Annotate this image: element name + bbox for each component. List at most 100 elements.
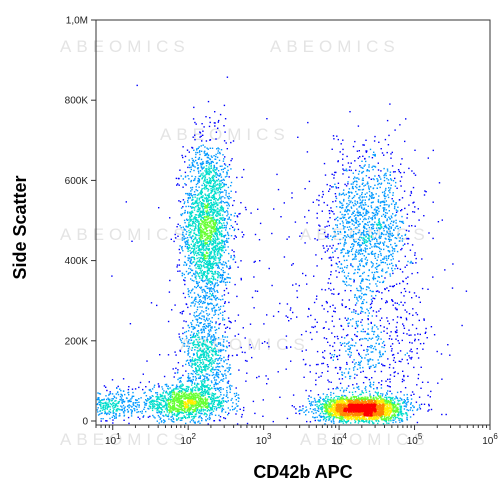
event-dot — [182, 332, 184, 335]
event-dot — [194, 383, 196, 385]
event-dot — [362, 302, 364, 305]
event-dot — [206, 376, 208, 378]
event-dot — [207, 368, 209, 370]
event-dot — [362, 212, 364, 214]
event-dot — [127, 388, 130, 391]
event-dot — [392, 221, 395, 224]
event-dot — [163, 421, 165, 424]
event-dot — [218, 175, 220, 177]
event-dot — [394, 204, 396, 206]
event-dot — [374, 135, 376, 138]
event-dot — [203, 166, 205, 168]
event-dot — [330, 207, 332, 209]
event-dot — [203, 413, 205, 416]
event-dot — [227, 292, 230, 294]
event-dot — [360, 298, 362, 300]
event-dot — [328, 381, 330, 383]
event-dot — [201, 191, 203, 193]
event-dot — [319, 420, 321, 422]
event-dot — [383, 344, 386, 346]
event-dot — [387, 194, 389, 196]
event-dot — [377, 183, 379, 186]
event-dot — [165, 383, 168, 386]
event-dot — [201, 302, 204, 305]
event-dot — [187, 354, 189, 356]
event-dot — [354, 391, 357, 393]
event-dot — [343, 255, 345, 257]
event-dot — [101, 412, 103, 414]
event-dot — [353, 205, 355, 207]
event-dot — [367, 323, 370, 325]
event-dot — [396, 309, 398, 311]
event-dot — [157, 396, 159, 398]
event-dot — [383, 326, 385, 328]
event-dot — [395, 331, 397, 334]
event-dot — [337, 187, 340, 189]
event-dot — [193, 272, 195, 275]
event-dot — [377, 419, 379, 422]
event-dot — [404, 140, 406, 143]
event-dot — [268, 346, 270, 348]
event-dot — [190, 372, 192, 375]
event-dot — [219, 403, 222, 405]
event-dot — [186, 243, 188, 245]
event-dot — [216, 362, 218, 365]
event-dot — [365, 204, 367, 206]
event-dot — [387, 390, 389, 392]
event-dot — [340, 421, 342, 423]
event-dot — [367, 230, 369, 233]
event-dot — [185, 233, 187, 235]
event-dot — [351, 187, 354, 189]
event-dot — [356, 202, 359, 204]
event-dot — [341, 387, 343, 389]
event-dot — [312, 408, 314, 411]
event-dot — [211, 381, 213, 384]
event-dot — [223, 294, 226, 296]
event-dot — [375, 294, 377, 297]
event-dot — [376, 209, 378, 212]
event-dot — [208, 346, 210, 349]
event-dot — [218, 381, 221, 383]
event-dot — [365, 236, 367, 238]
event-dot — [207, 423, 209, 425]
event-dot — [184, 242, 187, 244]
event-dot — [403, 379, 405, 382]
event-dot — [219, 180, 221, 182]
event-dot — [209, 393, 211, 395]
event-dot — [379, 186, 381, 189]
event-dot — [206, 184, 208, 187]
event-dot — [189, 292, 192, 294]
event-dot — [153, 402, 155, 405]
event-dot — [196, 347, 199, 349]
event-dot — [185, 205, 187, 208]
event-dot — [150, 302, 153, 304]
event-dot — [321, 304, 323, 307]
event-dot — [197, 343, 199, 346]
event-dot — [389, 275, 392, 277]
event-dot — [207, 194, 209, 196]
event-dot — [266, 342, 269, 344]
event-dot — [201, 178, 203, 180]
event-dot — [216, 238, 219, 241]
event-dot — [401, 247, 403, 250]
event-dot — [355, 251, 357, 253]
event-dot — [198, 366, 200, 368]
event-dot — [112, 411, 114, 413]
event-dot — [97, 407, 99, 409]
event-dot — [220, 350, 222, 353]
event-dot — [379, 228, 381, 230]
event-dot — [351, 218, 353, 221]
event-dot — [359, 286, 362, 288]
event-dot — [356, 325, 359, 328]
event-dot — [366, 233, 369, 235]
event-dot — [357, 324, 359, 327]
event-dot — [360, 166, 362, 169]
event-dot — [168, 418, 170, 420]
event-dot — [181, 272, 184, 274]
event-dot — [385, 174, 387, 177]
event-dot — [223, 264, 225, 266]
event-dot — [211, 395, 213, 397]
event-dot — [354, 294, 356, 296]
event-dot — [211, 353, 213, 355]
event-dot — [337, 160, 339, 163]
